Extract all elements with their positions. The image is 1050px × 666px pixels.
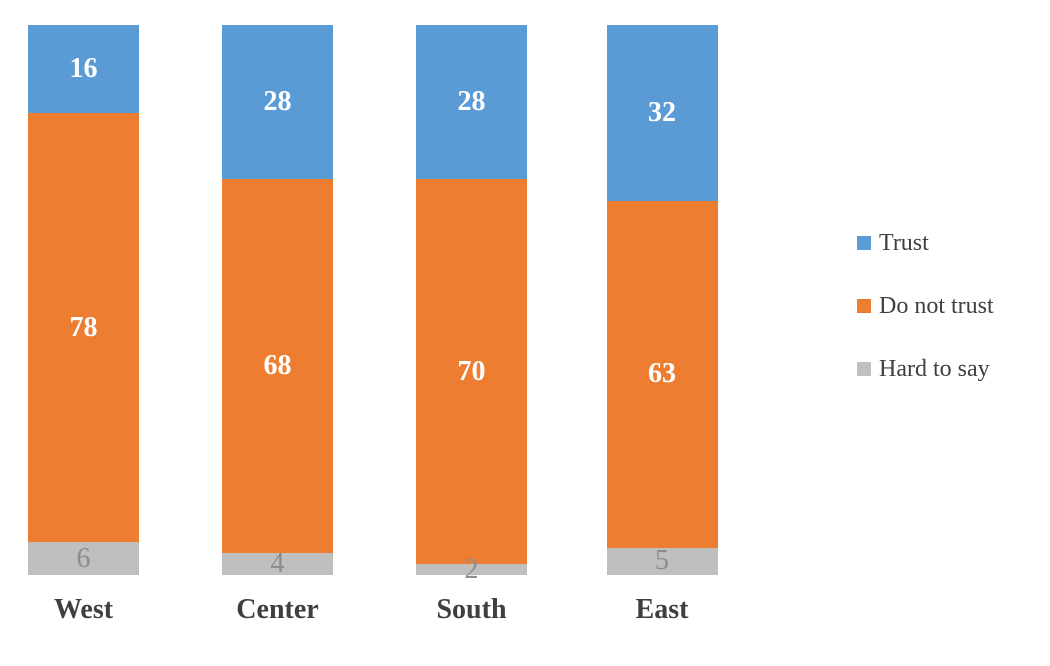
segment-do-not-trust-south: 70 bbox=[416, 179, 527, 564]
category-label-west: West bbox=[53, 594, 114, 625]
category-label-east: East bbox=[635, 594, 689, 625]
legend-item-trust: Trust bbox=[857, 229, 994, 257]
bar-column-center: 28 68 4 bbox=[222, 25, 333, 579]
segment-hard-to-say-east: 5 bbox=[606, 545, 718, 577]
legend-swatch-icon bbox=[857, 236, 871, 250]
category-label-center: Center bbox=[236, 594, 319, 625]
data-label: 70 bbox=[457, 355, 486, 387]
bar-column-east: 32 63 5 bbox=[606, 25, 718, 577]
segment-hard-to-say-west: 6 bbox=[28, 542, 139, 575]
segment-hard-to-say-south: 2 bbox=[416, 555, 527, 583]
data-label: 63 bbox=[648, 358, 676, 390]
legend: Trust Do not trust Hard to say bbox=[857, 229, 994, 383]
segment-do-not-trust-west: 78 bbox=[28, 113, 139, 542]
data-label: 32 bbox=[648, 97, 676, 128]
data-label: 2 bbox=[464, 553, 479, 585]
bar-column-west: 16 78 6 bbox=[28, 25, 139, 575]
data-label: 5 bbox=[655, 545, 669, 577]
segment-do-not-trust-center: 68 bbox=[222, 179, 333, 553]
segment-trust-west: 16 bbox=[28, 25, 139, 113]
bar-column-south: 28 70 2 bbox=[416, 25, 527, 583]
data-label: 78 bbox=[69, 311, 98, 343]
legend-swatch-icon bbox=[857, 362, 871, 376]
data-label: 4 bbox=[270, 548, 285, 579]
category-label-south: South bbox=[436, 594, 507, 625]
legend-item-hard-to-say: Hard to say bbox=[857, 355, 994, 383]
legend-label: Do not trust bbox=[879, 293, 994, 319]
data-label: 68 bbox=[263, 350, 292, 381]
data-label: 28 bbox=[263, 86, 292, 117]
legend-label: Trust bbox=[879, 230, 929, 256]
segment-hard-to-say-center: 4 bbox=[222, 548, 333, 579]
legend-swatch-icon bbox=[857, 299, 871, 313]
segment-trust-center: 28 bbox=[222, 25, 333, 179]
data-label: 16 bbox=[69, 53, 98, 84]
segment-trust-south: 28 bbox=[416, 25, 527, 179]
segment-do-not-trust-east: 63 bbox=[606, 201, 718, 548]
legend-item-do-not-trust: Do not trust bbox=[857, 292, 994, 320]
legend-label: Hard to say bbox=[879, 356, 990, 382]
segment-trust-east: 32 bbox=[606, 25, 718, 201]
data-label: 28 bbox=[457, 86, 486, 117]
data-label: 6 bbox=[76, 542, 91, 574]
